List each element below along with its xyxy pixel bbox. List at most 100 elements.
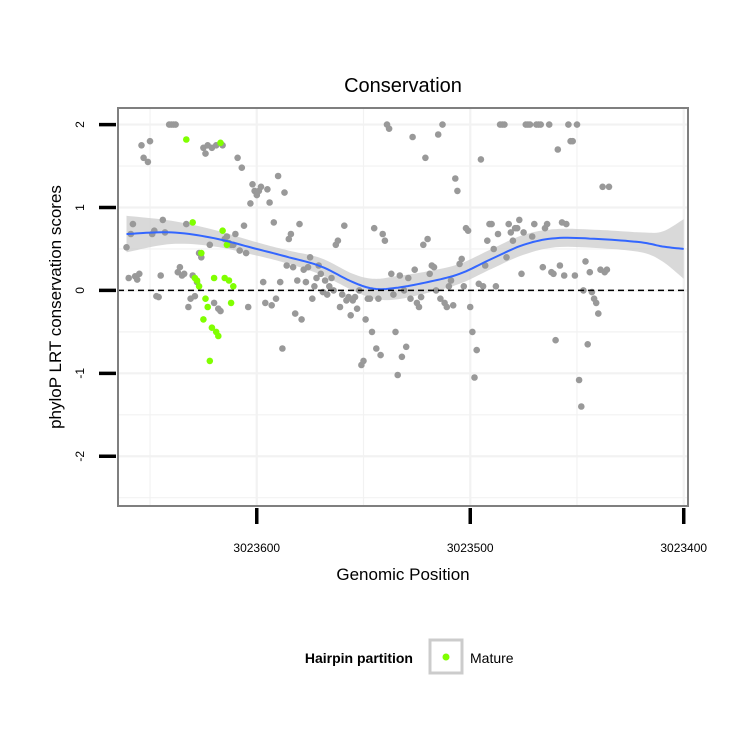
data-point-mature — [225, 277, 233, 284]
data-point — [159, 216, 167, 224]
legend-label-mature: Mature — [470, 650, 514, 666]
data-point — [240, 222, 248, 229]
data-point — [133, 276, 141, 283]
data-point — [520, 229, 527, 236]
data-point — [138, 142, 145, 149]
smooth-line — [126, 231, 684, 291]
data-point — [422, 154, 429, 162]
data-point — [518, 270, 525, 278]
data-point — [507, 229, 515, 236]
data-point — [458, 255, 466, 263]
data-point — [306, 253, 314, 261]
data-point — [578, 403, 585, 410]
data-point-mature — [183, 136, 190, 143]
data-point — [411, 266, 419, 274]
data-point — [454, 187, 461, 195]
data-point — [146, 137, 154, 145]
y-tick-label: 2 — [73, 121, 87, 128]
data-point — [443, 303, 451, 311]
data-point — [575, 376, 583, 384]
y-axis-label: phyloP LRT conservation scores — [46, 185, 65, 429]
plot-panel-background — [118, 108, 688, 506]
data-point — [539, 263, 547, 271]
data-point — [452, 175, 459, 182]
data-point — [396, 272, 404, 279]
data-point — [488, 220, 495, 228]
data-point — [584, 341, 591, 348]
data-point — [379, 230, 387, 238]
data-point — [501, 121, 508, 128]
data-point — [545, 121, 553, 128]
data-point — [298, 316, 305, 323]
data-point — [430, 263, 438, 271]
data-point — [464, 227, 472, 234]
data-point — [259, 278, 267, 286]
data-point — [217, 307, 224, 315]
data-point — [323, 291, 331, 298]
data-point — [279, 345, 286, 352]
data-point — [390, 291, 397, 298]
confidence-band-area — [126, 215, 684, 301]
data-point — [257, 183, 265, 191]
data-point-mature — [189, 219, 196, 226]
data-point — [326, 283, 333, 290]
legend-title: Hairpin partition — [305, 650, 413, 666]
data-point — [447, 277, 455, 284]
data-point — [398, 353, 406, 361]
data-point — [202, 150, 209, 157]
data-point — [370, 224, 378, 232]
data-point — [479, 283, 487, 290]
data-point — [552, 336, 559, 344]
data-point — [592, 299, 600, 307]
data-point — [244, 303, 252, 311]
data-point — [274, 172, 282, 180]
confidence-band — [126, 215, 684, 301]
data-point — [505, 220, 512, 228]
data-point — [460, 283, 468, 290]
plot-panel-border — [117, 107, 689, 507]
data-point — [366, 295, 374, 303]
data-point — [392, 328, 399, 336]
data-point — [563, 220, 570, 228]
data-point — [586, 268, 594, 276]
data-point — [456, 260, 463, 268]
x-axis: 3023600 3023500 3023400 — [233, 508, 707, 555]
data-point — [294, 277, 301, 284]
data-point — [351, 293, 359, 301]
y-tick-label: -2 — [73, 451, 87, 462]
x-tick-label: 3023600 — [233, 541, 280, 555]
data-point — [362, 316, 369, 323]
data-point — [603, 266, 611, 274]
data-point — [381, 237, 389, 244]
data-point — [394, 371, 402, 379]
data-point-mature — [219, 227, 226, 234]
data-point — [276, 278, 284, 286]
data-points — [123, 121, 613, 410]
x-tick-label: 3023400 — [660, 541, 707, 555]
data-point — [223, 233, 231, 240]
data-point — [554, 146, 562, 153]
data-point — [266, 199, 273, 206]
data-point — [415, 303, 423, 311]
data-point — [368, 328, 376, 336]
data-point — [210, 299, 218, 307]
data-point-mature — [195, 283, 203, 290]
data-point — [543, 220, 551, 228]
data-point — [360, 357, 367, 365]
data-point — [136, 270, 143, 278]
data-point — [571, 272, 579, 279]
data-point — [236, 247, 243, 254]
legend-key-mature-dot — [442, 653, 450, 661]
data-point — [206, 241, 214, 249]
data-point — [334, 237, 342, 244]
data-point — [417, 293, 425, 301]
data-point-mature — [210, 274, 218, 282]
data-point — [321, 277, 329, 284]
data-point-mature — [227, 299, 235, 307]
data-point — [565, 121, 572, 128]
data-point — [490, 245, 498, 253]
y-tick-label: -1 — [73, 368, 87, 379]
data-point — [353, 305, 361, 313]
data-point — [531, 220, 538, 228]
data-point — [375, 295, 382, 303]
